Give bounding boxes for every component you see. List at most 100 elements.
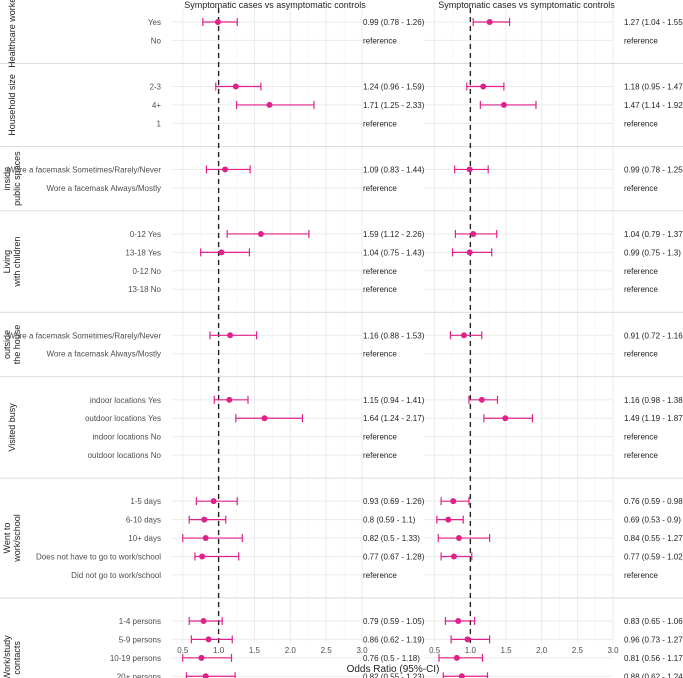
value-label: 0.83 (0.65 - 1.06) xyxy=(624,617,683,626)
group-label-line: Household size xyxy=(7,74,17,136)
x-tick-label: 3.0 xyxy=(356,646,368,655)
value-label: reference xyxy=(363,267,397,276)
estimate-point xyxy=(486,19,493,25)
x-axis-label: Odds Ratio (95%-CI) xyxy=(347,664,440,675)
row-label: 5-9 persons xyxy=(119,635,161,644)
value-label: 1.15 (0.94 - 1.41) xyxy=(363,396,425,405)
estimate-point xyxy=(210,498,217,505)
value-label: 1.64 (1.24 - 2.17) xyxy=(363,414,425,423)
row-label: Wore a facemask Always/Mostly xyxy=(46,184,161,193)
estimate-point xyxy=(266,101,273,108)
row-label: Does not have to go to work/school xyxy=(36,552,161,561)
row-label: indoor locations No xyxy=(93,433,162,442)
estimate-point xyxy=(478,396,485,403)
estimate-point xyxy=(202,673,209,678)
row-label: 6-10 days xyxy=(126,516,161,525)
value-label: 1.18 (0.95 - 1.47) xyxy=(624,83,683,92)
group-label: Work/studycontacts xyxy=(2,635,22,678)
group-label-line: contacts xyxy=(12,641,22,675)
value-label: 0.99 (0.78 - 1.26) xyxy=(363,18,425,27)
x-tick-label: 1.5 xyxy=(500,646,512,655)
row-label: 10-19 persons xyxy=(110,654,161,663)
value-label: 0.69 (0.53 - 0.9) xyxy=(624,516,681,525)
estimate-point xyxy=(502,415,509,422)
value-label: reference xyxy=(363,184,397,193)
x-tick-label: 2.5 xyxy=(321,646,333,655)
value-label: reference xyxy=(363,350,397,359)
value-label: 0.77 (0.67 - 1.28) xyxy=(363,552,425,561)
estimate-point xyxy=(445,516,452,523)
estimate-point xyxy=(202,535,209,542)
value-label: 0.96 (0.73 - 1.27) xyxy=(624,635,683,644)
value-label: reference xyxy=(624,267,658,276)
group-label: Healthcare worker xyxy=(7,0,17,68)
row-label: 1 xyxy=(157,119,162,128)
panel-title: Symptomatic cases vs asymptomatic contro… xyxy=(184,0,366,10)
value-label: 0.77 (0.59 - 1.02) xyxy=(624,552,683,561)
group-label-line: outside xyxy=(2,330,12,359)
estimate-point xyxy=(232,83,239,90)
row-label: indoor locations Yes xyxy=(90,396,161,405)
value-label: 0.81 (0.56 - 1.17) xyxy=(624,654,683,663)
group-label-line: public spaces xyxy=(12,151,22,206)
estimate-point xyxy=(198,654,205,661)
group-label: Went towork/school xyxy=(2,514,22,563)
group-label: Visited busy xyxy=(7,403,17,452)
x-tick-label: 1.5 xyxy=(249,646,261,655)
group-label-line: Visited busy xyxy=(7,403,17,452)
estimate-point xyxy=(480,83,487,90)
value-label: 0.76 (0.59 - 0.98) xyxy=(624,497,683,506)
value-label: 0.79 (0.59 - 1.05) xyxy=(363,617,425,626)
x-tick-label: 2.0 xyxy=(536,646,548,655)
value-label: reference xyxy=(624,119,658,128)
row-label: Wore a facemask Sometimes/Rarely/Never xyxy=(8,165,162,174)
value-label: 0.82 (0.5 - 1.33) xyxy=(363,534,420,543)
estimate-point xyxy=(466,166,473,173)
x-tick-label: 2.5 xyxy=(572,646,584,655)
row-label: Yes xyxy=(148,18,161,27)
value-label: reference xyxy=(363,285,397,294)
x-tick-label: 3.0 xyxy=(607,646,619,655)
value-label: 1.16 (0.98 - 1.38) xyxy=(624,396,683,405)
estimate-point xyxy=(470,230,477,237)
group-label-line: Living xyxy=(2,250,12,274)
row-label: outdoor locations No xyxy=(88,451,162,460)
value-label: reference xyxy=(363,451,397,460)
value-label: reference xyxy=(624,285,658,294)
estimate-point xyxy=(450,498,457,505)
row-label: 1-5 days xyxy=(130,497,161,506)
row-label: 0-12 No xyxy=(133,267,162,276)
value-label: 0.99 (0.78 - 1.25) xyxy=(624,165,683,174)
estimate-point xyxy=(226,396,233,403)
value-label: reference xyxy=(363,571,397,580)
value-label: reference xyxy=(624,184,658,193)
group-label: Livingwith children xyxy=(2,237,22,288)
row-label: Did not go to work/school xyxy=(71,571,161,580)
row-label: 10+ days xyxy=(128,534,161,543)
value-label: reference xyxy=(624,433,658,442)
value-label: 1.49 (1.19 - 1.87) xyxy=(624,414,683,423)
value-label: 1.24 (0.96 - 1.59) xyxy=(363,83,425,92)
estimate-point xyxy=(464,636,471,643)
group-label-line: with children xyxy=(12,237,22,288)
estimate-point xyxy=(205,636,212,643)
group-label-line: the house xyxy=(12,325,22,365)
group-label: Household size xyxy=(7,74,17,136)
estimate-point xyxy=(466,249,473,256)
value-label: 1.47 (1.14 - 1.92) xyxy=(624,101,683,110)
group-label-line: Work/study xyxy=(2,635,12,678)
estimate-point xyxy=(500,101,507,108)
x-tick-label: 0.5 xyxy=(429,646,441,655)
value-label: reference xyxy=(624,571,658,580)
row-label: 20+ persons xyxy=(117,672,161,678)
value-label: 1.71 (1.25 - 2.33) xyxy=(363,101,425,110)
value-label: 1.04 (0.79 - 1.37) xyxy=(624,230,683,239)
row-label: 2-3 xyxy=(149,83,161,92)
group-label: insidepublic spaces xyxy=(2,151,22,206)
value-label: 0.86 (0.62 - 1.19) xyxy=(363,635,425,644)
row-label: 1-4 persons xyxy=(119,617,161,626)
estimate-point xyxy=(460,332,467,339)
estimate-point xyxy=(201,516,208,523)
value-label: 1.59 (1.12 - 2.26) xyxy=(363,230,425,239)
